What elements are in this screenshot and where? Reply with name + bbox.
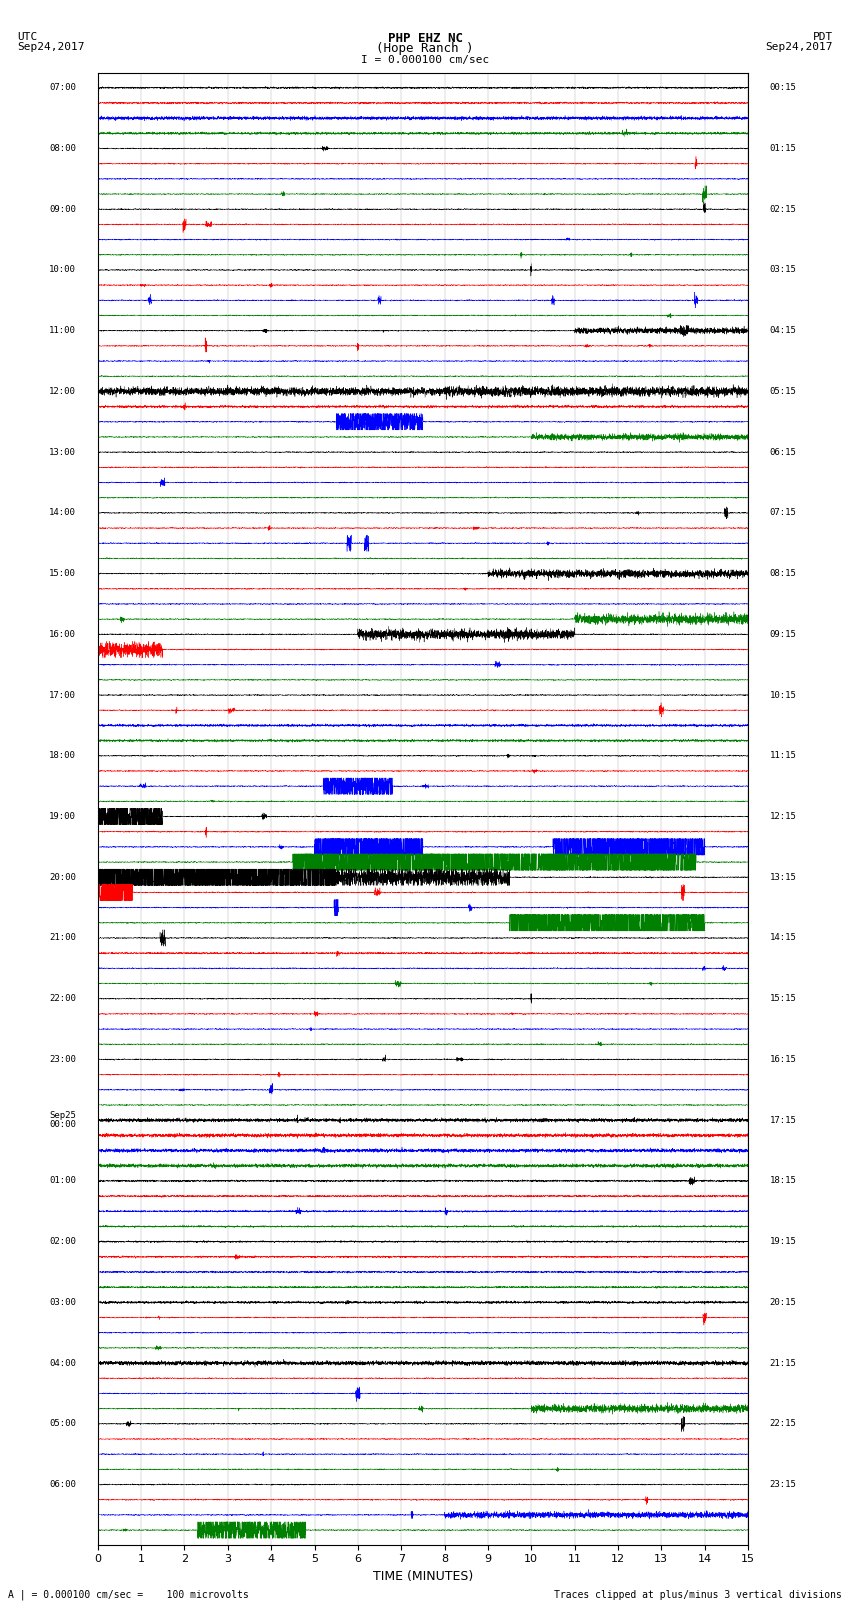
Text: 21:00: 21:00 [49, 934, 76, 942]
Text: 07:15: 07:15 [770, 508, 796, 518]
Text: 05:15: 05:15 [770, 387, 796, 395]
Text: 11:00: 11:00 [49, 326, 76, 336]
Text: 18:00: 18:00 [49, 752, 76, 760]
Text: A | = 0.000100 cm/sec =    100 microvolts: A | = 0.000100 cm/sec = 100 microvolts [8, 1589, 249, 1600]
Text: 08:00: 08:00 [49, 144, 76, 153]
Text: 07:00: 07:00 [49, 84, 76, 92]
Text: 09:15: 09:15 [770, 629, 796, 639]
Text: 19:15: 19:15 [770, 1237, 796, 1247]
Text: 18:15: 18:15 [770, 1176, 796, 1186]
Text: 17:15: 17:15 [770, 1116, 796, 1124]
Text: Sep24,2017: Sep24,2017 [766, 42, 833, 52]
Text: 10:15: 10:15 [770, 690, 796, 700]
Text: 15:15: 15:15 [770, 994, 796, 1003]
Text: 06:00: 06:00 [49, 1481, 76, 1489]
Text: (Hope Ranch ): (Hope Ranch ) [377, 42, 473, 55]
Text: 13:00: 13:00 [49, 448, 76, 456]
Text: 03:00: 03:00 [49, 1298, 76, 1307]
Text: Sep24,2017: Sep24,2017 [17, 42, 84, 52]
Text: 01:00: 01:00 [49, 1176, 76, 1186]
Text: 16:00: 16:00 [49, 629, 76, 639]
Text: 11:15: 11:15 [770, 752, 796, 760]
Text: 12:00: 12:00 [49, 387, 76, 395]
Text: 14:15: 14:15 [770, 934, 796, 942]
Text: 23:00: 23:00 [49, 1055, 76, 1065]
Text: Sep25: Sep25 [49, 1111, 76, 1119]
Text: 04:00: 04:00 [49, 1358, 76, 1368]
Text: 00:15: 00:15 [770, 84, 796, 92]
Text: 02:00: 02:00 [49, 1237, 76, 1247]
Text: 06:15: 06:15 [770, 448, 796, 456]
X-axis label: TIME (MINUTES): TIME (MINUTES) [373, 1569, 473, 1582]
Text: 19:00: 19:00 [49, 811, 76, 821]
Text: I = 0.000100 cm/sec: I = 0.000100 cm/sec [361, 55, 489, 65]
Text: 17:00: 17:00 [49, 690, 76, 700]
Text: 08:15: 08:15 [770, 569, 796, 577]
Text: 12:15: 12:15 [770, 811, 796, 821]
Text: 10:00: 10:00 [49, 266, 76, 274]
Text: 02:15: 02:15 [770, 205, 796, 215]
Text: 21:15: 21:15 [770, 1358, 796, 1368]
Text: 05:00: 05:00 [49, 1419, 76, 1428]
Text: 15:00: 15:00 [49, 569, 76, 577]
Text: 00:00: 00:00 [49, 1119, 76, 1129]
Text: 22:15: 22:15 [770, 1419, 796, 1428]
Text: 04:15: 04:15 [770, 326, 796, 336]
Text: 01:15: 01:15 [770, 144, 796, 153]
Text: 03:15: 03:15 [770, 266, 796, 274]
Text: PDT: PDT [813, 32, 833, 42]
Text: 16:15: 16:15 [770, 1055, 796, 1065]
Text: 20:00: 20:00 [49, 873, 76, 882]
Text: 22:00: 22:00 [49, 994, 76, 1003]
Text: Traces clipped at plus/minus 3 vertical divisions: Traces clipped at plus/minus 3 vertical … [553, 1590, 842, 1600]
Text: 14:00: 14:00 [49, 508, 76, 518]
Text: 13:15: 13:15 [770, 873, 796, 882]
Text: 23:15: 23:15 [770, 1481, 796, 1489]
Text: 20:15: 20:15 [770, 1298, 796, 1307]
Text: PHP EHZ NC: PHP EHZ NC [388, 32, 462, 45]
Text: UTC: UTC [17, 32, 37, 42]
Text: 09:00: 09:00 [49, 205, 76, 215]
